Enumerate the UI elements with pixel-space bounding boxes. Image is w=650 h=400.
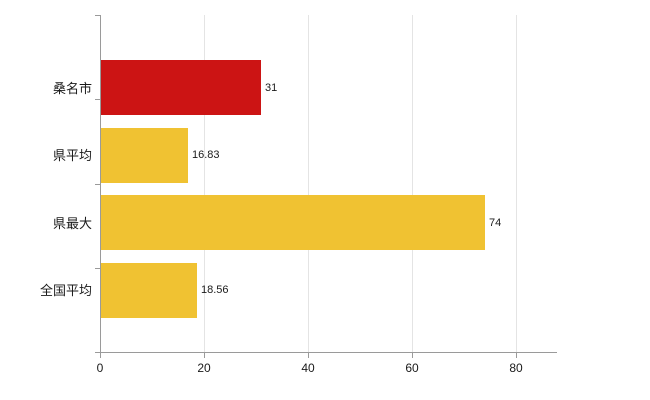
- bar-0: [100, 60, 261, 115]
- x-tick-label-40: 40: [301, 361, 315, 375]
- bar-2: [100, 195, 485, 250]
- x-tick-label-20: 20: [197, 361, 211, 375]
- gridline-x-20: [204, 15, 205, 352]
- y-axis-line: [100, 15, 101, 353]
- x-tick-label-80: 80: [509, 361, 523, 375]
- x-axis-tick-20: [204, 353, 205, 358]
- y-axis-tick-2: [95, 184, 100, 185]
- gridline-x-60: [412, 15, 413, 352]
- category-label-2: 県最大: [52, 216, 92, 231]
- value-label-3: 18.56: [201, 284, 229, 296]
- gridline-x-80: [516, 15, 517, 352]
- y-axis-tick-1: [95, 99, 100, 100]
- value-label-1: 16.83: [192, 149, 220, 161]
- y-axis-tick-4: [95, 352, 100, 353]
- x-tick-label-0: 0: [96, 361, 104, 375]
- bar-3: [100, 262, 197, 318]
- x-axis-tick-0: [100, 353, 101, 358]
- y-axis-tick-0: [95, 15, 100, 16]
- plot-area: [100, 15, 557, 352]
- value-label-0: 31: [265, 82, 278, 94]
- category-label-1: 県平均: [52, 148, 92, 163]
- category-label-3: 全国平均: [39, 283, 92, 298]
- x-axis-tick-80: [516, 353, 517, 358]
- value-label-2: 74: [489, 217, 502, 229]
- x-axis-tick-40: [308, 353, 309, 358]
- x-axis-line: [100, 352, 557, 353]
- y-axis-tick-3: [95, 268, 100, 269]
- x-axis-tick-60: [412, 353, 413, 358]
- category-label-0: 桑名市: [52, 81, 92, 96]
- gridline-x-40: [308, 15, 309, 352]
- x-tick-label-60: 60: [405, 361, 419, 375]
- bar-1: [100, 127, 188, 183]
